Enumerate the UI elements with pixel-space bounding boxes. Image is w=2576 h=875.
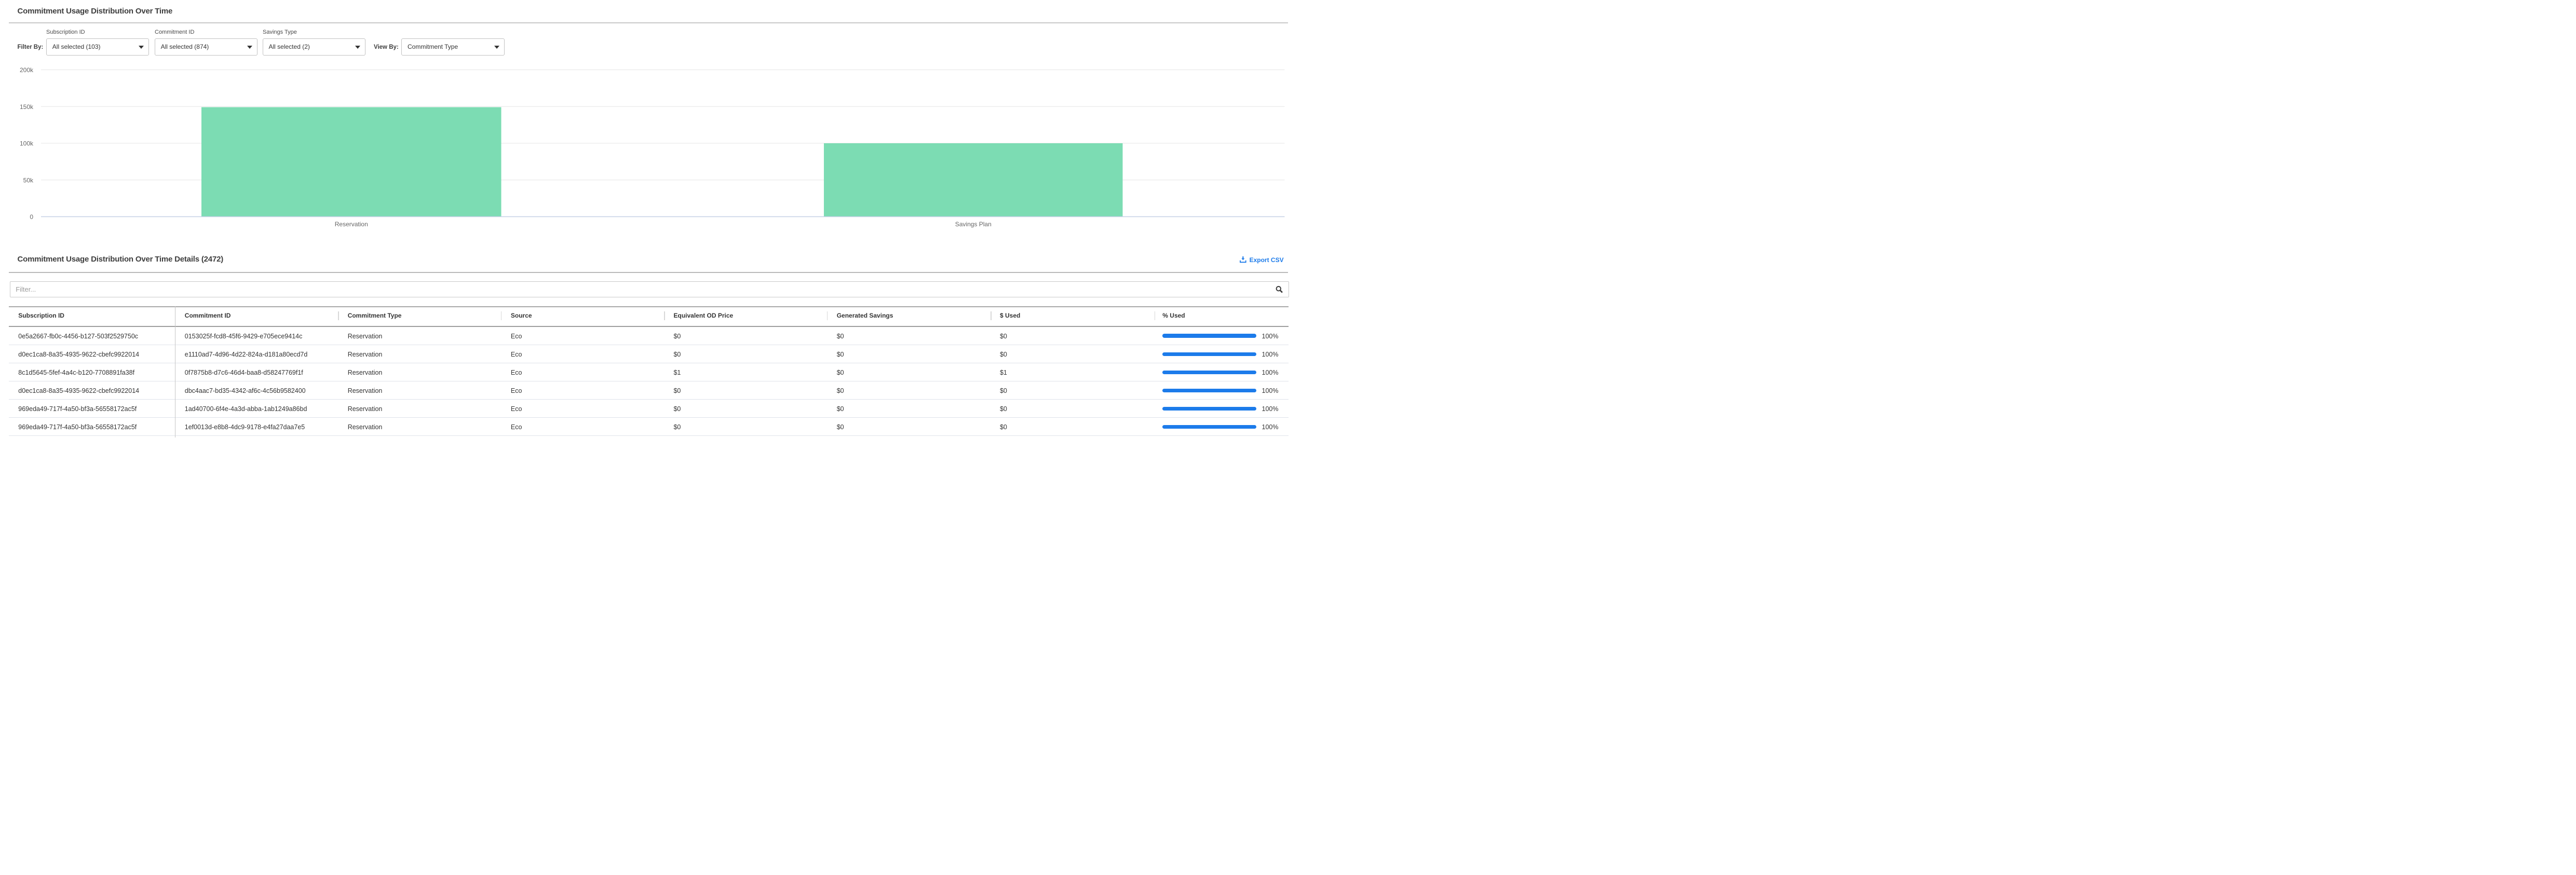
svg-text:Reservation: Reservation (335, 221, 368, 228)
svg-text:Savings Plan: Savings Plan (955, 221, 992, 228)
svg-text:200k: 200k (20, 66, 34, 74)
svg-text:100k: 100k (20, 140, 34, 147)
svg-text:150k: 150k (20, 103, 34, 111)
svg-text:50k: 50k (23, 176, 34, 184)
svg-text:0: 0 (30, 213, 33, 221)
